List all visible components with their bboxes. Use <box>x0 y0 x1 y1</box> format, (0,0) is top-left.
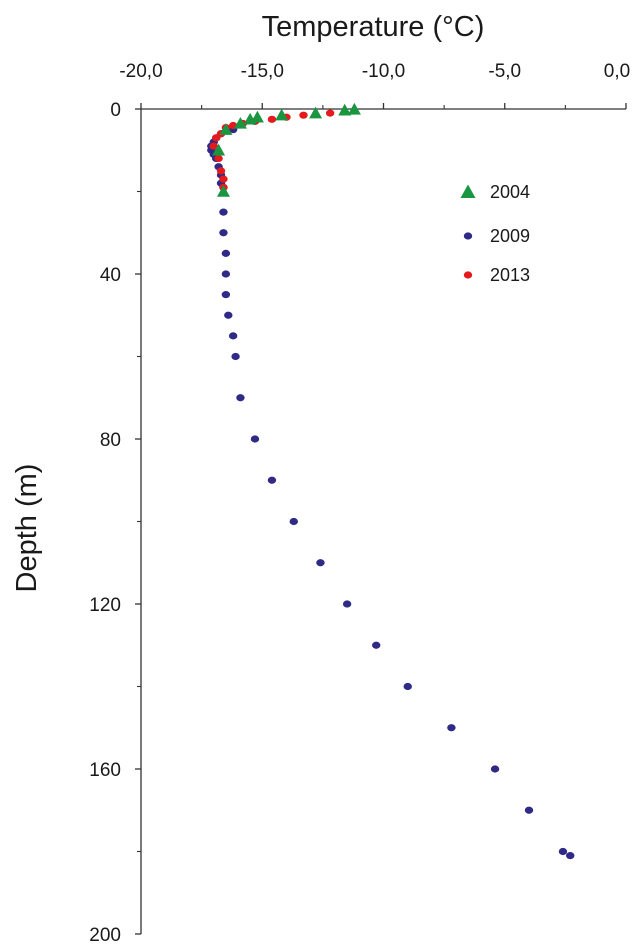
data-point-2004 <box>243 112 257 125</box>
legend-marker <box>463 232 473 240</box>
y-tick-label: 0 <box>110 100 121 121</box>
y-tick-label: 160 <box>89 760 121 781</box>
data-point-2009 <box>403 682 412 691</box>
legend-label: 2004 <box>490 182 530 202</box>
data-point-2009 <box>221 291 231 299</box>
legend-label: 2009 <box>490 226 530 246</box>
data-point-2009 <box>250 435 260 443</box>
data-point-2009 <box>316 559 325 567</box>
data-point-2009 <box>558 847 568 856</box>
data-point-2004 <box>309 106 323 119</box>
legend-item-2009: 2009 <box>463 226 530 246</box>
data-point-2009 <box>221 249 231 257</box>
y-tick-label: 200 <box>89 925 121 946</box>
data-point-2009 <box>524 806 534 814</box>
data-point-2009 <box>224 311 233 319</box>
x-ticks: -20,0 -15,0 -10,0 -5,0 0,0 <box>119 61 630 109</box>
data-point-2009 <box>342 600 352 608</box>
data-point-2004 <box>216 185 230 197</box>
y-tick-label: 120 <box>89 595 121 616</box>
data-point-2009 <box>219 208 228 216</box>
legend-marker <box>460 184 476 198</box>
data-point-2013 <box>209 142 218 150</box>
data-point-2009 <box>219 229 228 237</box>
data-point-2009 <box>221 270 231 278</box>
x-tick-label: 0,0 <box>604 61 630 82</box>
legend-item-2004: 2004 <box>460 182 530 202</box>
data-point-2009 <box>566 852 575 860</box>
data-point-2013 <box>219 175 228 183</box>
data-point-2004 <box>275 108 289 121</box>
data-point-2009 <box>289 517 298 526</box>
x-tick-label: -5,0 <box>488 61 521 82</box>
y-tick-label: 40 <box>100 265 121 286</box>
legend: 2004 2009 2013 <box>460 182 530 285</box>
legend-label: 2013 <box>490 265 530 285</box>
data-point-2009 <box>231 352 240 361</box>
legend-marker <box>463 271 473 279</box>
data-point-2004 <box>250 110 264 123</box>
y-ticks: 0 40 80 120 160 200 <box>89 100 141 946</box>
data-point-2004 <box>212 143 226 156</box>
data-point-2013 <box>214 154 223 163</box>
data-point-2013 <box>267 115 277 123</box>
data-point-2009 <box>490 765 500 773</box>
x-axis-title: Temperature (°C) <box>262 11 485 43</box>
data-point-2009 <box>447 724 456 732</box>
x-tick-label: -20,0 <box>119 61 162 82</box>
data-point-2009 <box>236 394 245 402</box>
data-point-2009 <box>372 641 381 649</box>
series-2004 <box>212 102 361 197</box>
series-2013 <box>209 109 335 191</box>
legend-item-2013: 2013 <box>463 265 530 285</box>
data-point-2004 <box>219 123 233 135</box>
data-point-2013 <box>216 167 226 175</box>
data-point-2013 <box>325 109 335 117</box>
y-tick-label: 80 <box>100 430 121 451</box>
data-point-2004 <box>338 103 352 116</box>
x-tick-label: -15,0 <box>241 61 284 82</box>
data-point-2009 <box>267 476 277 484</box>
data-point-2004 <box>233 116 247 129</box>
data-point-2013 <box>299 111 308 119</box>
plot-area <box>207 102 575 860</box>
data-point-2004 <box>347 102 361 115</box>
data-point-2009 <box>228 332 238 340</box>
data-point-2013 <box>211 134 221 142</box>
x-tick-label: -10,0 <box>362 61 405 82</box>
y-axis-title: Depth (m) <box>11 464 43 593</box>
